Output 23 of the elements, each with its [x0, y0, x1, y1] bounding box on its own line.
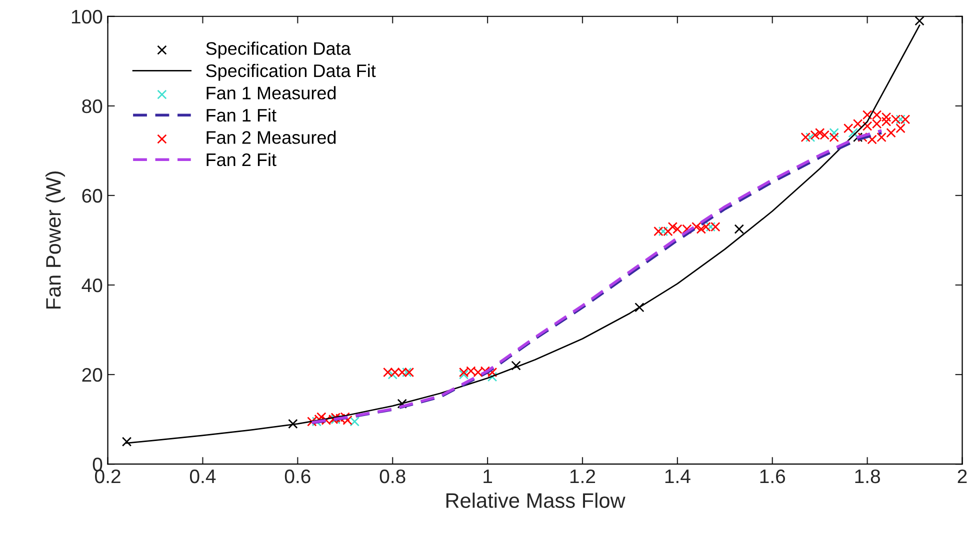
legend-label: Fan 2 Measured: [206, 130, 336, 144]
legend-label: Specification Data Fit: [206, 64, 376, 81]
x-tick-label: 2: [958, 469, 967, 484]
x-tick-label: 0.4: [190, 469, 216, 484]
x-tick-label: 1.6: [760, 469, 786, 484]
x-tick-label: 0.6: [284, 469, 310, 484]
legend-label: Fan 2 Fit: [206, 152, 276, 166]
y-tick-label: 60: [82, 188, 102, 203]
legend-label: Specification Data: [206, 42, 351, 58]
x-tick-label: 1.2: [570, 469, 596, 484]
x-tick-label: 0.8: [380, 469, 406, 484]
y-axis-title: Fan Power (W): [46, 171, 65, 309]
x-tick-label: 1.4: [665, 470, 690, 484]
legend-label: Fan 1 Measured: [206, 86, 336, 100]
x-tick-label: 1.8: [855, 469, 880, 484]
y-tick-label: 20: [82, 368, 102, 382]
x-tick-label: 1: [484, 470, 492, 484]
x-tick-label: 0.2: [95, 469, 120, 484]
legend-label: Fan 1 Fit: [206, 108, 276, 122]
y-tick-label: 80: [82, 99, 102, 114]
x-axis-title: Relative Mass Flow: [446, 492, 626, 508]
y-tick-label: 100: [72, 10, 102, 24]
y-tick-label: 40: [82, 278, 102, 292]
